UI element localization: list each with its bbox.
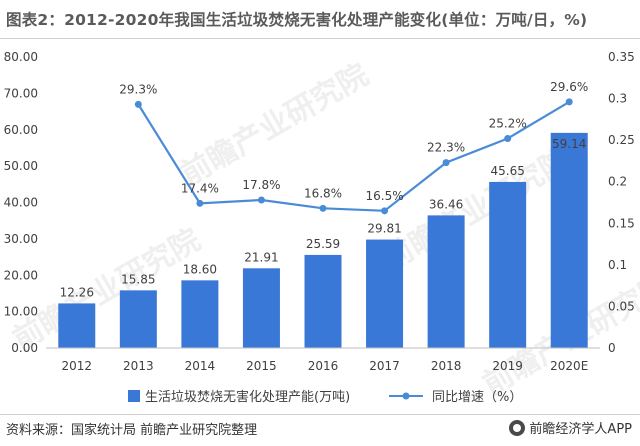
bar-value-label: 25.59 <box>306 237 340 251</box>
left-y-axis: 0.00 10.00 20.00 30.00 40.00 50.00 60.00 70.00 8… <box>4 50 38 355</box>
legend: 生活垃圾焚烧无害化处理产能(万吨) 同比增速（%） <box>128 389 522 405</box>
footer-divider <box>0 414 640 415</box>
left-tick-label: 20.00 <box>4 268 38 282</box>
x-tick-label: 2020E <box>550 359 588 373</box>
bar <box>366 239 404 348</box>
brand-label: 前瞻经济学人APP <box>529 422 632 437</box>
x-tick-label: 2015 <box>246 359 277 373</box>
line-value-label: 29.6% <box>550 80 588 94</box>
left-tick-label: 80.00 <box>4 50 38 64</box>
line-value-label: 17.4% <box>181 181 219 195</box>
bar-value-label: 12.26 <box>60 285 94 299</box>
source-note: 资料来源：国家统计局 前瞻产业研究院整理 <box>6 423 258 438</box>
line-value-label: 16.5% <box>365 189 403 203</box>
right-tick-label: 0.05 <box>608 299 635 313</box>
line-value-label: 17.8% <box>242 178 280 192</box>
bar <box>550 132 588 348</box>
legend-bar-label: 生活垃圾焚烧无害化处理产能(万吨) <box>145 389 350 405</box>
line-marker <box>504 134 512 142</box>
right-tick-label: 0.15 <box>608 216 635 230</box>
legend-line-label: 同比增速（%） <box>432 390 522 405</box>
bar-series: 12.26 15.85 18.60 21.91 25.59 29.81 36.46 45.65… <box>58 132 588 348</box>
legend-bar-swatch <box>128 390 140 402</box>
bar <box>304 254 342 348</box>
x-axis: 2012 2013 2014 2015 2016 2017 2018 2019 2020E <box>46 347 600 373</box>
legend-line-marker <box>402 392 410 400</box>
bar-value-label: 29.81 <box>367 222 401 236</box>
right-tick-label: 0 <box>608 341 616 355</box>
line-value-label: 22.3% <box>427 141 465 155</box>
bar-value-label: 45.65 <box>490 164 524 178</box>
x-tick-label: 2018 <box>431 359 462 373</box>
left-tick-label: 30.00 <box>4 232 38 246</box>
line-marker <box>381 207 389 215</box>
bar <box>119 290 157 348</box>
left-tick-label: 50.00 <box>4 159 38 173</box>
bar <box>489 181 527 348</box>
title-divider <box>0 38 640 39</box>
line-value-label: 25.2% <box>489 116 527 130</box>
bar <box>242 268 280 348</box>
left-tick-label: 70.00 <box>4 86 38 100</box>
x-tick-label: 2014 <box>185 359 216 373</box>
left-tick-label: 60.00 <box>4 123 38 137</box>
bar-value-label: 15.85 <box>121 272 155 286</box>
x-tick-label: 2012 <box>62 359 93 373</box>
bar-value-label: 18.60 <box>183 262 217 276</box>
chart-title: 图表2：2012-2020年我国生活垃圾焚烧无害化处理产能变化(单位：万吨/日，… <box>6 11 588 29</box>
line-value-label: 16.8% <box>304 186 342 200</box>
right-tick-label: 0.3 <box>608 92 627 106</box>
right-tick-label: 0.35 <box>608 50 635 64</box>
bar <box>58 303 96 348</box>
line-marker <box>565 98 573 106</box>
right-y-axis: 0 0.05 0.1 0.15 0.2 0.25 0.3 0.35 <box>608 50 635 355</box>
left-tick-label: 0.00 <box>11 341 38 355</box>
line-marker <box>319 204 327 212</box>
line-series: 29.3% 17.4% 17.8% 16.8% 16.5% 22.3% 25.2% 29.6% <box>119 80 588 215</box>
x-tick-label: 2017 <box>369 359 400 373</box>
x-tick-label: 2016 <box>308 359 339 373</box>
right-tick-label: 0.2 <box>608 175 627 189</box>
x-tick-label: 2013 <box>123 359 154 373</box>
x-tick-label: 2019 <box>492 359 523 373</box>
left-tick-label: 40.00 <box>4 196 38 210</box>
line-marker <box>196 199 204 207</box>
chart-svg: 0.00 10.00 20.00 30.00 40.00 50.00 60.00 70.00 8… <box>4 50 635 405</box>
bar <box>427 215 465 348</box>
brand: 前瞻经济学人APP <box>509 418 632 437</box>
line-value-label: 29.3% <box>119 82 157 96</box>
right-tick-label: 0.25 <box>608 133 635 147</box>
bar-value-label: 59.14 <box>552 137 586 151</box>
line-marker <box>257 196 265 204</box>
line-marker <box>442 159 450 167</box>
right-tick-label: 0.1 <box>608 258 627 272</box>
line-marker <box>134 100 142 108</box>
growth-line <box>137 100 570 212</box>
bar-value-label: 21.91 <box>244 250 278 264</box>
bar <box>181 280 219 348</box>
brand-logo-icon <box>509 419 526 436</box>
left-tick-label: 10.00 <box>4 305 38 319</box>
bar-value-label: 36.46 <box>429 197 463 211</box>
